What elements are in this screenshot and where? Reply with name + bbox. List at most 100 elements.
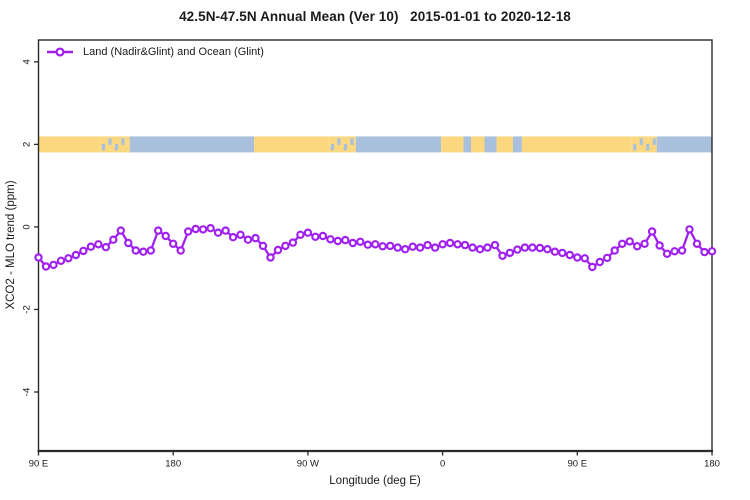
surface-strip-segment: [355, 136, 442, 153]
data-point: [94, 240, 103, 249]
y-tick-label: 0: [22, 224, 33, 229]
data-point: [288, 238, 298, 247]
surface-strip-segment: [496, 136, 513, 153]
data-point: [438, 240, 447, 249]
data-point: [460, 240, 470, 250]
data-point: [595, 257, 605, 267]
data-point: [311, 232, 320, 241]
data-point: [528, 243, 537, 252]
data-point: [34, 253, 43, 262]
data-point: [588, 262, 597, 272]
data-point: [191, 224, 200, 234]
surface-strip-speckle: [639, 138, 643, 145]
y-tick-label: 4: [22, 59, 33, 64]
data-point: [296, 230, 305, 239]
data-point: [303, 228, 313, 237]
data-point: [468, 243, 477, 252]
y-tick-label: -2: [22, 305, 33, 313]
data-point: [513, 245, 522, 254]
data-point: [386, 241, 395, 251]
data-point: [670, 247, 679, 256]
data-point: [662, 249, 672, 258]
data-point: [221, 226, 230, 235]
data-point: [603, 253, 612, 263]
data-point: [707, 247, 717, 256]
data-point: [318, 231, 328, 241]
data-point: [79, 246, 88, 256]
data-point: [213, 228, 223, 237]
chart-title: 42.5N-47.5N Annual Mean (Ver 10) 2015-01…: [179, 9, 571, 24]
data-point: [543, 244, 552, 254]
data-point: [483, 243, 492, 252]
data-point: [445, 238, 455, 248]
data-point: [371, 240, 380, 249]
surface-strip-segment: [328, 136, 356, 153]
data-point: [41, 262, 51, 271]
data-point: [640, 239, 649, 248]
data-point: [700, 247, 709, 257]
data-point: [71, 250, 81, 260]
data-point: [490, 240, 500, 250]
x-tick-label: 90 E: [568, 459, 588, 470]
surface-strip-speckle: [101, 143, 106, 151]
data-point: [101, 242, 111, 252]
data-point: [86, 242, 96, 251]
data-point: [655, 241, 664, 250]
data-point: [610, 246, 619, 255]
data-point: [56, 256, 66, 265]
data-point: [251, 233, 260, 243]
y-tick-label: 2: [22, 142, 33, 147]
data-point: [326, 235, 335, 244]
surface-strip-speckle: [108, 138, 112, 145]
data-point: [498, 251, 507, 260]
surface-strip-segment: [512, 136, 522, 153]
data-point: [558, 248, 567, 258]
x-tick-label: 180: [704, 459, 720, 470]
data-point: [378, 242, 387, 251]
surface-strip-segment: [38, 136, 100, 153]
data-point: [64, 254, 73, 263]
data-point: [49, 260, 58, 270]
surface-strip-segment: [441, 136, 464, 153]
data-point: [139, 247, 148, 256]
data-point: [236, 230, 245, 239]
legend-line-marker-icon: [47, 47, 73, 57]
surface-strip-segment: [521, 136, 632, 153]
data-point: [647, 227, 657, 236]
legend: Land (Nadir&Glint) and Ocean (Glint): [46, 46, 264, 58]
data-point: [243, 235, 253, 244]
data-point: [550, 247, 560, 256]
data-point: [348, 238, 357, 248]
data-point: [176, 246, 185, 255]
data-point: [408, 242, 417, 251]
x-axis-label: Longitude (deg E): [329, 475, 421, 487]
data-point: [692, 239, 702, 248]
data-point: [573, 253, 582, 262]
data-point: [565, 250, 575, 260]
surface-strip-segment: [129, 136, 255, 153]
data-point: [633, 242, 642, 251]
data-point: [333, 236, 342, 246]
surface-strip-speckle: [337, 138, 341, 145]
x-tick-label: 90 W: [297, 459, 319, 470]
data-point: [266, 253, 275, 262]
surface-strip-speckle: [121, 138, 125, 145]
data-point: [183, 227, 193, 236]
data-point: [475, 244, 485, 254]
data-point: [161, 231, 170, 241]
data-point: [677, 246, 687, 255]
data-point: [356, 237, 365, 246]
surface-strip-segment: [463, 136, 472, 153]
y-axis-label: XCO2 - MLO trend (ppm): [5, 180, 17, 310]
surface-strip-segment: [484, 136, 497, 153]
data-point: [393, 243, 402, 252]
data-point: [401, 244, 410, 254]
data-point: [109, 235, 118, 244]
data-point: [341, 235, 350, 245]
data-point: [273, 245, 283, 255]
data-point: [430, 243, 440, 252]
x-tick-label: 90 E: [29, 459, 49, 470]
data-point: [520, 243, 530, 252]
x-tick-label: 0: [440, 459, 445, 470]
